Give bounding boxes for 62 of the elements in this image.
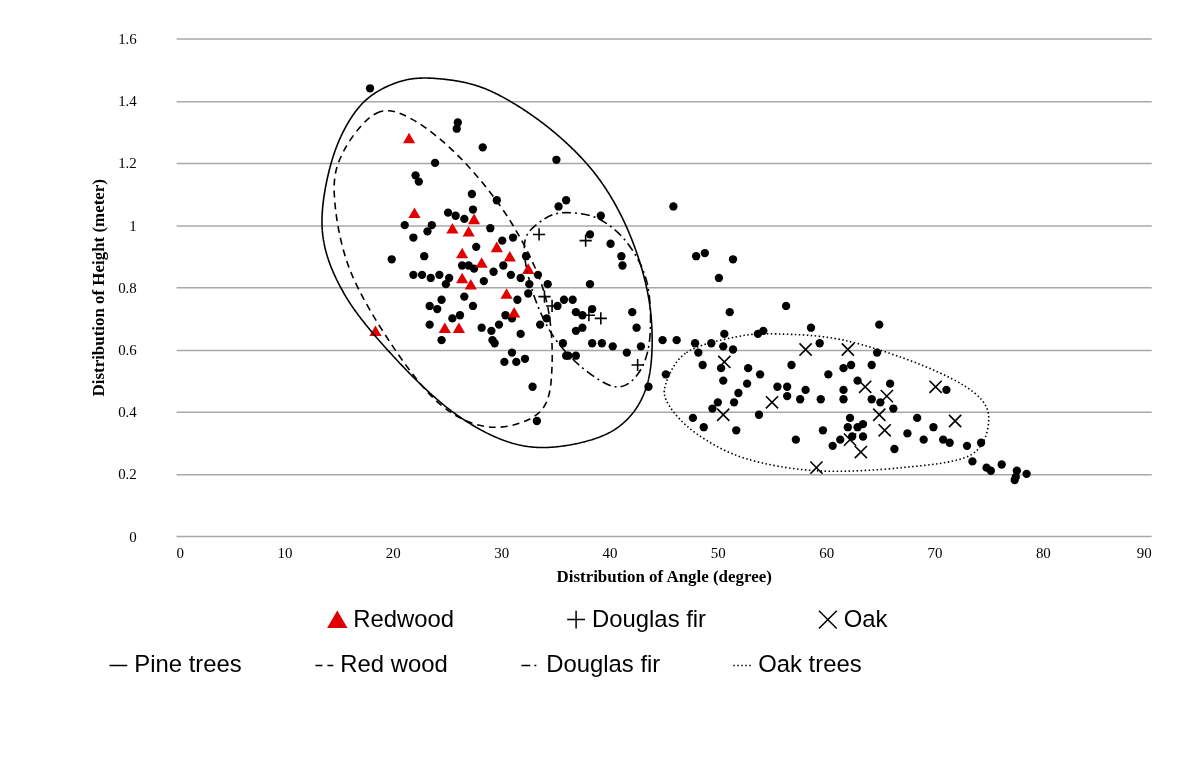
y-tick-label: 1	[129, 217, 137, 234]
point	[593, 311, 608, 326]
x-tick-label: 80	[1035, 545, 1051, 562]
point	[456, 272, 469, 284]
point	[630, 358, 645, 372]
y-tick-label: 0.2	[118, 466, 137, 483]
x-tick-label: 70	[927, 545, 943, 562]
point	[798, 342, 813, 357]
point	[858, 379, 873, 394]
point	[872, 407, 887, 422]
point	[456, 247, 469, 259]
point	[578, 233, 593, 248]
text: Douglas fir	[546, 650, 661, 678]
point	[408, 207, 421, 218]
x-tick-label: 50	[710, 545, 726, 562]
text: Pine trees	[134, 650, 242, 678]
y-tick-label: 1.2	[118, 155, 137, 172]
point	[928, 379, 943, 394]
point	[809, 460, 824, 475]
point	[843, 432, 857, 447]
point	[490, 241, 503, 253]
x-tick-label: 40	[602, 545, 618, 562]
y-tick-label: 1.4	[118, 93, 138, 110]
point	[446, 222, 459, 234]
point	[508, 306, 521, 318]
y-tick-label: 0.4	[118, 404, 138, 421]
x-tick-label: 20	[385, 545, 401, 562]
x-tick-label: 90	[1136, 545, 1152, 562]
point	[500, 288, 513, 299]
point	[475, 257, 488, 268]
text: Red wood	[340, 650, 448, 678]
x-tick-label: 60	[819, 545, 835, 562]
y-tick-label: 0.8	[118, 279, 137, 296]
point	[402, 132, 416, 144]
y-tick-label: 0	[129, 528, 137, 545]
x-axis-title: Distribution of Angle (degree)	[556, 567, 772, 587]
y-tick-label: 0.6	[118, 341, 138, 358]
legend-label: Douglas fir	[592, 604, 707, 632]
point	[462, 226, 475, 237]
y-axis-title: Distribution of Height (meter)	[89, 179, 109, 397]
legend-label: Oak	[843, 604, 888, 632]
point	[438, 322, 451, 333]
text: Oak trees	[758, 650, 862, 678]
point	[716, 407, 731, 422]
point	[464, 278, 477, 290]
point	[879, 389, 894, 404]
point	[948, 414, 962, 428]
point	[877, 423, 892, 438]
legend-label: Redwood	[353, 604, 455, 632]
point	[522, 263, 535, 274]
x-tick-label: 10	[277, 545, 293, 562]
point	[452, 322, 465, 333]
y-tick-label: 1.6	[118, 31, 138, 48]
point	[467, 213, 481, 225]
x-tick-label: 0	[176, 545, 185, 562]
point	[765, 395, 779, 410]
x-tick-label: 30	[494, 545, 510, 562]
point	[717, 355, 732, 369]
point	[840, 342, 855, 357]
point	[853, 445, 868, 459]
point	[503, 250, 516, 262]
point	[532, 227, 546, 242]
